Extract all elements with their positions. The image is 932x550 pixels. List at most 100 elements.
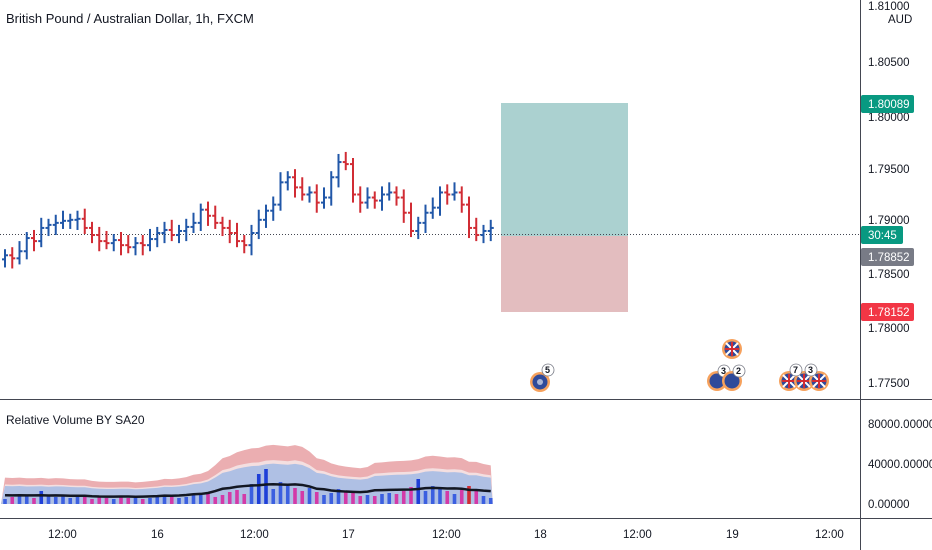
last-price-badge[interactable]: 1.78852 bbox=[861, 248, 914, 266]
volume-bar bbox=[336, 489, 341, 504]
volume-bar bbox=[104, 498, 109, 504]
svg-text:1.78852: 1.78852 bbox=[868, 252, 910, 264]
ohlc-bar bbox=[386, 182, 393, 201]
profit-zone[interactable] bbox=[501, 103, 628, 236]
ohlc-bar bbox=[103, 230, 110, 250]
ohlc-bar bbox=[451, 182, 458, 201]
ohlc-bar bbox=[60, 210, 66, 229]
ohlc-bar bbox=[321, 187, 327, 209]
ohlc-bar bbox=[487, 219, 494, 242]
ohlc-bar bbox=[9, 247, 16, 269]
ohlc-bar bbox=[371, 191, 378, 209]
take-profit-badge[interactable]: 1.80089 bbox=[861, 95, 914, 113]
ohlc-bar bbox=[81, 208, 88, 235]
volume-bar bbox=[445, 491, 450, 504]
volume-bar bbox=[365, 495, 370, 504]
volume-tick: 40000.00000 bbox=[868, 459, 932, 471]
volume-bar bbox=[133, 497, 138, 504]
event-marker-au[interactable]: 3 bbox=[707, 364, 731, 391]
ohlc-bar bbox=[277, 172, 284, 211]
volume-bar bbox=[61, 495, 65, 504]
time-tick: 12:00 bbox=[623, 529, 652, 541]
countdown-badge: 30:45 bbox=[861, 226, 903, 244]
time-tick: 12:00 bbox=[815, 529, 844, 541]
ohlc-bar bbox=[67, 213, 74, 229]
ohlc-bar bbox=[219, 216, 226, 237]
volume-bar bbox=[380, 494, 384, 504]
ohlc-bar bbox=[335, 153, 342, 188]
ohlc-bar bbox=[313, 184, 320, 213]
svg-text:1.78152: 1.78152 bbox=[868, 307, 910, 319]
volume-bar bbox=[256, 474, 261, 504]
volume-bar bbox=[372, 496, 377, 504]
ohlc-bar bbox=[400, 189, 407, 223]
volume-bar bbox=[17, 496, 22, 504]
ohlc-bar bbox=[473, 217, 480, 242]
loss-zone[interactable] bbox=[501, 236, 628, 312]
event-marker-au[interactable]: 2 bbox=[722, 364, 746, 391]
ohlc-bar bbox=[292, 169, 298, 198]
ohlc-bar bbox=[437, 186, 443, 216]
event-marker-gb[interactable] bbox=[722, 339, 742, 359]
volume-bar bbox=[32, 498, 36, 504]
volume-bar bbox=[162, 497, 167, 504]
volume-bar bbox=[409, 487, 413, 504]
ohlc-bar bbox=[357, 186, 364, 213]
ohlc-bar bbox=[118, 231, 124, 256]
ohlc-bar bbox=[466, 196, 472, 239]
event-marker-gb[interactable]: 3 bbox=[804, 363, 829, 391]
volume-bar bbox=[351, 492, 355, 504]
event-marker-au[interactable]: 5 bbox=[530, 363, 555, 392]
price-tick: 1.80000 bbox=[868, 112, 910, 124]
volume-bar bbox=[416, 479, 421, 504]
ohlc-bar bbox=[328, 171, 335, 206]
volume-bar bbox=[242, 494, 247, 504]
volume-bar bbox=[459, 490, 464, 504]
time-tick: 16 bbox=[151, 529, 164, 541]
volume-bar bbox=[278, 482, 283, 504]
ohlc-bar bbox=[110, 234, 117, 252]
volume-bars bbox=[3, 469, 493, 504]
ohlc-bar bbox=[342, 151, 349, 171]
ohlc-bar bbox=[226, 219, 233, 244]
volume-bar bbox=[198, 495, 203, 504]
volume-bar bbox=[423, 491, 428, 504]
event-marker-gb[interactable]: 7 bbox=[789, 363, 814, 391]
indicator-title[interactable]: Relative Volume BY SA20 bbox=[6, 413, 145, 427]
svg-text:30:45: 30:45 bbox=[868, 230, 897, 242]
price-tick: 1.79000 bbox=[868, 215, 910, 227]
volume-bar bbox=[394, 494, 399, 504]
volume-bar bbox=[24, 495, 29, 504]
volume-bar bbox=[75, 496, 80, 504]
ohlc-bar bbox=[154, 226, 161, 248]
ohlc-bar bbox=[161, 221, 168, 244]
volume-bar bbox=[3, 499, 7, 504]
volume-bar bbox=[249, 484, 254, 504]
volume-bar bbox=[401, 491, 406, 504]
time-tick: 12:00 bbox=[240, 529, 269, 541]
ohlc-bar bbox=[38, 217, 45, 248]
ohlc-bar bbox=[284, 171, 291, 191]
price-tick: 1.79500 bbox=[868, 164, 910, 176]
volume-bar bbox=[10, 497, 15, 504]
ohlc-bar bbox=[23, 231, 30, 260]
time-tick: 12:00 bbox=[48, 529, 77, 541]
volume-bar bbox=[235, 490, 239, 504]
price-currency: AUD bbox=[888, 14, 912, 26]
ohlc-bar bbox=[132, 237, 139, 256]
ohlc-bar bbox=[197, 203, 204, 231]
ohlc-bar bbox=[415, 216, 422, 240]
ohlc-bar bbox=[52, 214, 59, 236]
symbol-title[interactable]: British Pound / Australian Dollar, 1h, F… bbox=[6, 11, 254, 26]
volume-bar bbox=[474, 491, 479, 504]
volume-bar bbox=[343, 491, 348, 504]
ohlc-bar bbox=[139, 235, 146, 256]
ohlc-bar bbox=[147, 228, 153, 252]
price-tick: 1.77500 bbox=[868, 378, 910, 390]
volume-bar bbox=[82, 495, 87, 504]
price-tick: 1.81000 bbox=[868, 1, 910, 13]
ohlc-bar bbox=[299, 177, 306, 201]
ohlc-bars bbox=[2, 151, 494, 269]
stop-loss-badge[interactable]: 1.78152 bbox=[861, 303, 914, 321]
